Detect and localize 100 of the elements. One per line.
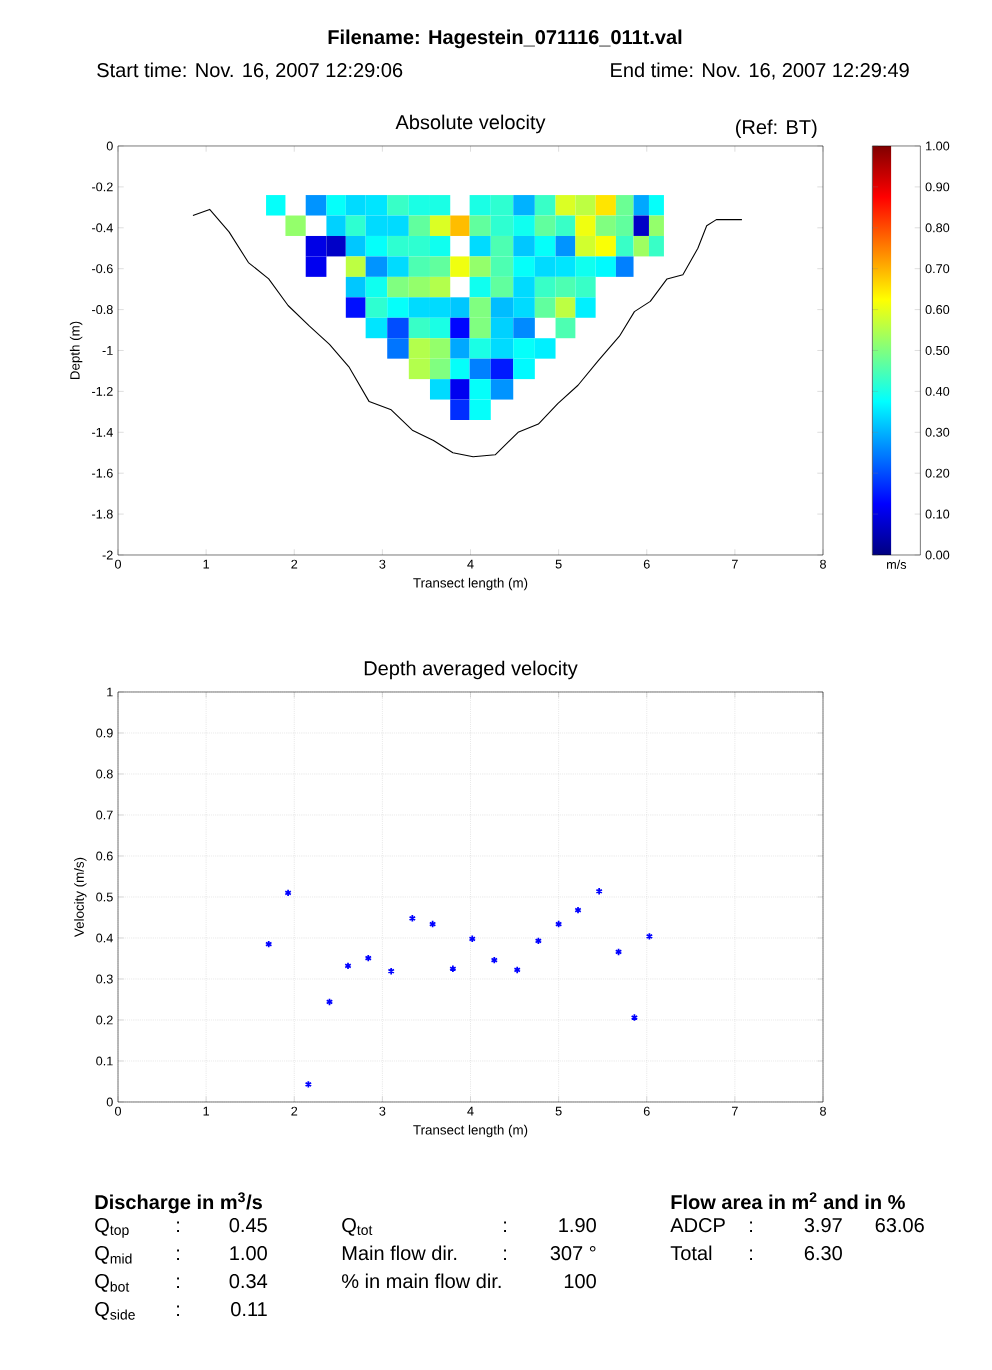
color-bar-label: 0.60 [925, 305, 950, 315]
point [408, 914, 416, 923]
y-tick-label: 0.7 [96, 810, 113, 820]
point [614, 947, 623, 956]
text: End time: Nov. 16, 2007 12:29:49 [611, 62, 909, 80]
x-tick-label: 5 [555, 1106, 562, 1116]
text: : [177, 1305, 179, 1316]
text: (Ref: BT) [736, 119, 817, 139]
text: 1.90 [559, 1218, 596, 1233]
y-tick-label: 0 [106, 1097, 113, 1107]
x-tick-label: 8 [820, 1106, 826, 1116]
x-tick-label: 0 [114, 559, 122, 569]
text: Q$_{tot}$ [342, 1218, 373, 1236]
point [554, 919, 563, 929]
chart-title: Depth averaged velocity [364, 660, 578, 680]
point [265, 940, 273, 949]
point [449, 964, 457, 973]
color-bar-label: 0.40 [925, 386, 950, 396]
text: Flow area in m$^{2}$ and in % [671, 1192, 905, 1210]
y-tick-label: 0.2 [96, 1015, 113, 1025]
x-axis-title: Transect length (m) [413, 1124, 528, 1138]
text: Q$_{mid}$ [95, 1246, 132, 1264]
point [468, 934, 476, 943]
text: : [177, 1277, 179, 1288]
y-tick-label: -0.2 [92, 182, 113, 192]
x-tick-label: 7 [732, 559, 738, 569]
point [534, 936, 542, 945]
point [387, 967, 395, 976]
text: 3.97 [804, 1218, 842, 1233]
x-tick-label: 8 [820, 559, 826, 569]
point [304, 1080, 312, 1089]
text: 307 ° [550, 1246, 596, 1261]
y-tick-label: 0.1 [96, 1056, 113, 1066]
x-tick-label: 5 [555, 559, 562, 569]
x-tick-label: 6 [643, 559, 650, 569]
color-bar-label: 0.30 [925, 427, 950, 437]
text: ADCP [670, 1218, 725, 1233]
line-series [192, 208, 743, 458]
text: 1.00 [230, 1246, 267, 1261]
y-tick-label: 0.8 [96, 769, 113, 779]
x-tick-label: 2 [291, 1106, 298, 1116]
y-axis-title: Depth (m) [69, 321, 83, 380]
point [364, 954, 372, 963]
y-tick-label: -1 [102, 346, 113, 355]
y-tick-label: 1 [107, 687, 113, 697]
y-tick-label: -0.6 [92, 264, 113, 274]
text: 63.06 [875, 1218, 924, 1233]
y-tick-label: -1.2 [92, 386, 113, 396]
point [513, 965, 521, 975]
text: Total [670, 1245, 712, 1261]
y-tick-label: -0.8 [92, 305, 113, 315]
chart-title: Absolute velocity [395, 114, 546, 134]
y-axis-title: Velocity (m/s) [74, 857, 87, 937]
color-bar-label: 0.20 [925, 468, 950, 478]
y-tick-label: 0.6 [96, 851, 113, 861]
point [595, 887, 603, 896]
x-axis-title: Transect length (m) [413, 577, 528, 591]
text: : [177, 1221, 179, 1232]
x-tick-label: 3 [379, 559, 386, 569]
point [428, 919, 437, 929]
x-tick-label: 0 [114, 1106, 122, 1116]
y-tick-label: -0.4 [92, 223, 113, 233]
x-tick-label: 4 [467, 559, 474, 569]
y-tick-label: -1.6 [92, 468, 113, 478]
x-tick-label: 4 [467, 1106, 474, 1116]
color-bar-label: 0.00 [925, 550, 950, 560]
color-bar-label: 0.50 [925, 346, 950, 355]
y-tick-label: 0.3 [96, 974, 113, 984]
text: 6.30 [804, 1246, 842, 1261]
text: : [750, 1221, 752, 1232]
color-bar-label: 0.70 [925, 264, 950, 274]
text: 100 [564, 1274, 596, 1289]
color-bar-label: 0.80 [925, 223, 950, 233]
point [344, 961, 352, 970]
y-tick-label: 0.9 [96, 728, 113, 738]
color-bar-title: m/s [887, 559, 907, 569]
y-tick-label: 0.5 [96, 892, 113, 902]
x-tick-label: 3 [379, 1106, 386, 1116]
text: : [750, 1249, 752, 1260]
x-tick-label: 6 [643, 1106, 650, 1116]
text: Discharge in m$^{3}$/s [95, 1192, 262, 1214]
color-bar-label: 1.00 [926, 141, 950, 151]
point [284, 888, 292, 897]
text: : [177, 1249, 179, 1260]
y-tick-label: 0.4 [96, 933, 113, 943]
y-tick-label: -1.8 [92, 509, 113, 519]
text: : [504, 1221, 506, 1232]
point [574, 906, 582, 915]
point [490, 956, 498, 965]
text: Start time: Nov. 16, 2007 12:29:06 [97, 62, 403, 80]
x-tick-label: 2 [291, 559, 298, 569]
text: % in main flow dir. [341, 1273, 501, 1289]
y-tick-label: -1.4 [92, 427, 113, 437]
text: Q$_{bot}$ [95, 1274, 130, 1292]
color-bar-label: 0.10 [925, 509, 950, 519]
y-tick-label: 0 [106, 141, 113, 151]
text: Filename: Hagestein_071116_011t.val [328, 29, 682, 49]
text: Q$_{top}$ [95, 1218, 129, 1238]
y-tick-label: -2 [102, 550, 113, 560]
point [645, 932, 654, 941]
